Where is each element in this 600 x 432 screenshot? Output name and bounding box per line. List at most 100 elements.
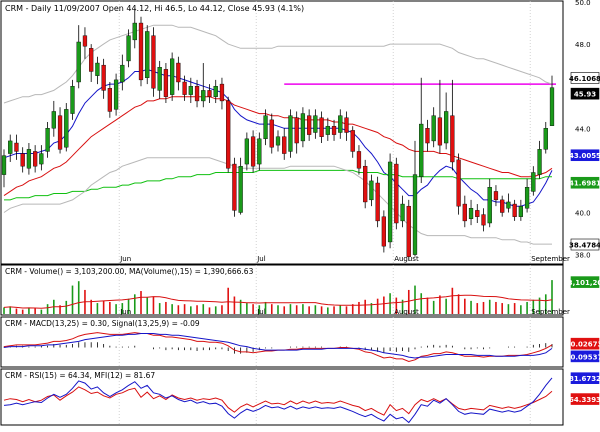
candle [107,88,112,112]
candle [394,163,399,224]
tag-rsi: 64.3393 [569,396,600,404]
candle [319,117,324,137]
candle [188,85,193,95]
candle [406,205,411,257]
candle [275,136,281,146]
candle [219,83,225,102]
price-plot [1,8,556,261]
candle [45,128,50,152]
y-tick-label: 50.0 [575,0,591,7]
candle [456,159,461,207]
candle [176,62,181,83]
candle [157,67,162,91]
candle [518,205,523,217]
macd-plot [3,332,553,363]
candle [238,165,243,213]
candle [524,187,530,209]
candle [250,136,256,167]
candle [294,117,299,144]
candle [8,140,13,154]
candle [89,48,94,72]
y-tick-label: 38.0 [575,252,591,260]
candle [419,123,424,177]
tag-resistance-box [570,72,600,84]
rsi-panel [0,368,564,426]
candle [20,153,25,167]
vertical-gridlines [118,1,531,425]
y-tick-label: 44.0 [575,125,591,133]
candle [201,90,206,102]
candle [512,203,517,217]
candle [33,151,38,167]
candle [14,142,19,152]
candle [307,115,312,135]
month-label-volume: Jun [119,308,131,316]
y-tick-label: 40.0 [575,209,591,217]
tag-ma-short: 43.0055 [569,152,600,160]
candle [64,109,69,148]
macd-title: CRM - MACD(13,25) = 0.30, Signal(13,25,9… [5,319,200,328]
candle [500,199,505,213]
candle [282,136,287,154]
candle [57,115,63,150]
candle [475,210,480,217]
tag-volume: 3,101,20 [568,279,600,287]
candle [101,64,106,91]
candle [431,115,436,142]
value-tags: 46.1068 45.93 43.0055 41.6981 38.4784 3,101,2… [568,72,600,405]
candle [51,111,56,129]
price-axis: 50.0 48.0 44.0 40.0 38.0 [575,0,591,260]
candle [300,113,306,142]
candle [126,35,131,62]
month-label: Jun [119,255,131,263]
candle [182,81,187,95]
candle [549,87,555,126]
volume-plot [3,280,553,314]
tag-rsi-box [570,393,600,405]
series-upper-band [3,24,553,104]
candle [543,128,548,150]
candle [356,151,362,169]
candle [145,31,150,78]
tag-ma-long: 41.6981 [569,180,600,188]
candle [1,155,7,175]
candle [207,90,212,97]
candle [387,161,393,243]
candle [26,149,32,169]
candle [487,187,492,224]
tag-mfi: 81.6732 [569,375,600,383]
candle [232,163,237,211]
candle [444,111,449,144]
candle [338,115,343,133]
chart-title: CRM - Daily 11/09/2007 Open 44.12, Hi 46… [5,4,304,13]
candle [369,180,374,201]
volume-ma-line [3,294,553,309]
tag-signal: -0.09537 [568,353,600,361]
candle [331,125,337,135]
tag-lower-band-box [570,238,600,251]
candle [244,138,249,165]
candle [213,85,218,97]
candle [375,182,380,222]
tag-resistance: 46.1068 [569,75,600,83]
volume-title: CRM - Volume() = 3,103,200.00, MA(Volume… [5,267,254,276]
series-ma-mid [3,96,553,197]
candle [363,165,368,203]
tag-mfi-box [570,372,600,384]
candle [138,22,144,81]
candle [226,100,231,169]
candle [95,62,100,76]
mfi-line [3,377,553,424]
candle [506,201,511,209]
candle [132,22,137,41]
candle [450,115,455,163]
candle [76,41,81,83]
tag-volume-box [570,276,600,288]
candle [400,203,405,222]
candle [437,117,443,146]
candle [288,115,293,152]
price-panel [0,0,564,265]
month-label: August [394,255,419,263]
